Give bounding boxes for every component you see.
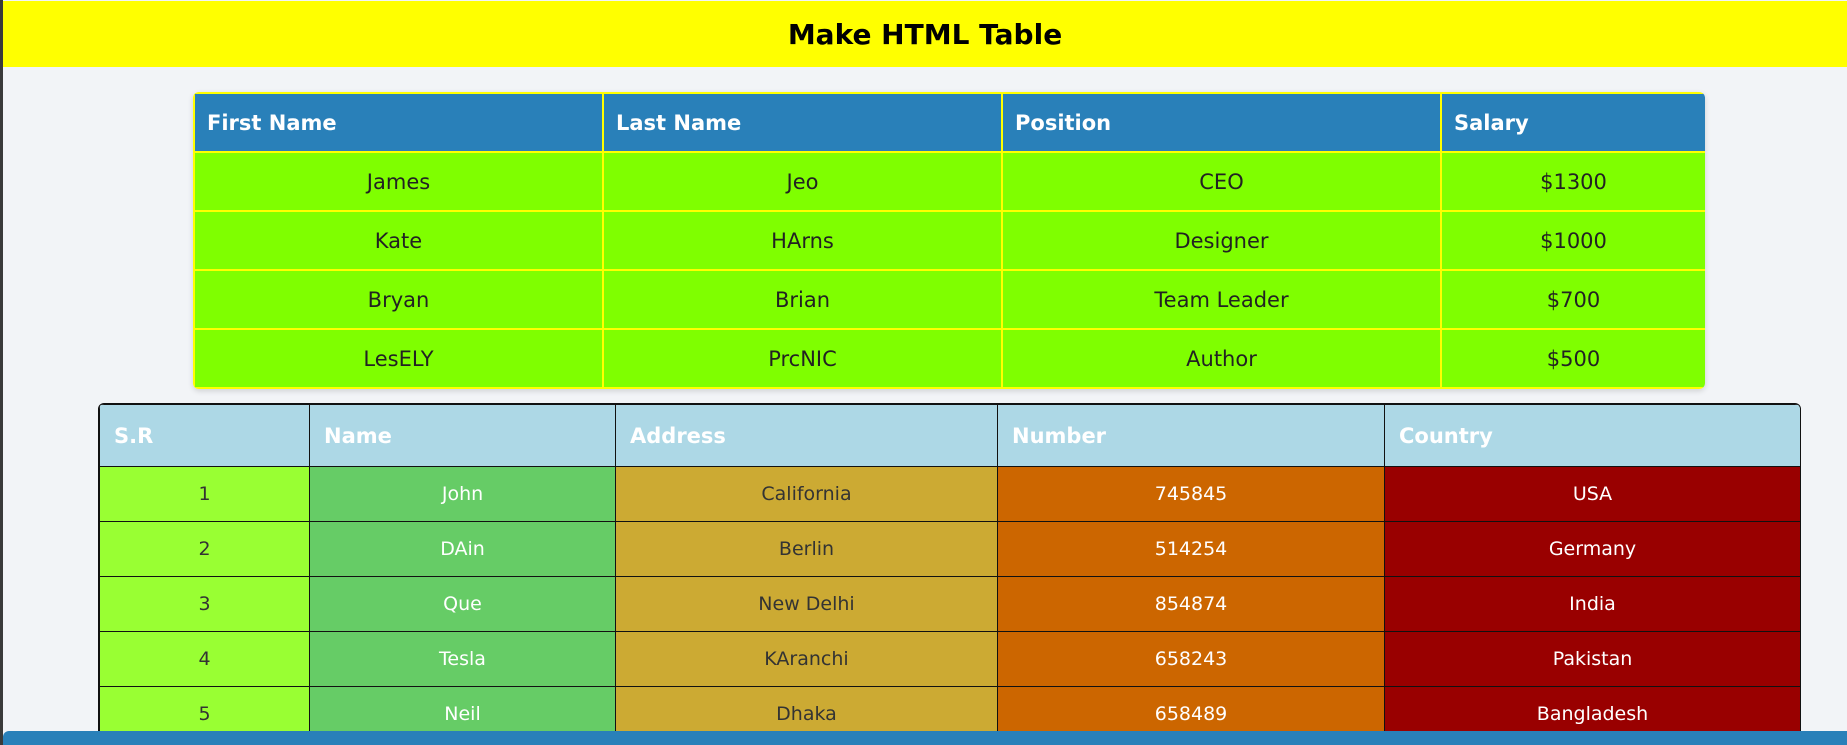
last-name-cell: Jeo [602,151,1003,212]
name-cell: Que [309,576,616,632]
country-cell: USA [1384,466,1800,522]
page-title: Make HTML Table [787,17,1063,51]
address-cell: Berlin [615,521,998,577]
column-header-sr: S.R [99,404,310,467]
employee-table-header-row: First Name Last Name Position Salary [193,92,1705,153]
window-left-edge [0,0,3,745]
first-name-cell: James [193,151,604,212]
sr-cell: 4 [99,631,310,687]
last-name-cell: Brian [602,269,1003,330]
table-row: 3 Que New Delhi 854874 India [99,576,1800,632]
column-header-first-name: First Name [193,92,604,153]
first-name-cell: Bryan [193,269,604,330]
page-footer [3,731,1847,745]
address-cell: California [615,466,998,522]
country-cell: Germany [1384,521,1800,577]
table-row: 1 John California 745845 USA [99,466,1800,522]
page-header: Make HTML Table [3,1,1847,67]
name-cell: John [309,466,616,522]
employee-table: First Name Last Name Position Salary Jam… [193,92,1705,389]
column-header-last-name: Last Name [602,92,1003,153]
column-header-number: Number [997,404,1385,467]
position-cell: Author [1001,328,1442,389]
first-name-cell: LesELY [193,328,604,389]
position-cell: Team Leader [1001,269,1442,330]
column-header-name: Name [309,404,616,467]
address-cell: KAranchi [615,631,998,687]
contact-table: S.R Name Address Number Country 1 John C… [99,404,1800,742]
address-cell: New Delhi [615,576,998,632]
table-row: LesELY PrcNIC Author $500 [193,328,1705,389]
column-header-country: Country [1384,404,1800,467]
country-cell: India [1384,576,1800,632]
number-cell: 854874 [997,576,1385,632]
salary-cell: $1300 [1440,151,1705,212]
contact-table-container: S.R Name Address Number Country 1 John C… [98,403,1801,743]
sr-cell: 3 [99,576,310,632]
position-cell: Designer [1001,210,1442,271]
column-header-salary: Salary [1440,92,1705,153]
table-row: Kate HArns Designer $1000 [193,210,1705,271]
salary-cell: $700 [1440,269,1705,330]
country-cell: Pakistan [1384,631,1800,687]
name-cell: DAin [309,521,616,577]
table-row: 4 Tesla KAranchi 658243 Pakistan [99,631,1800,687]
contact-table-header-row: S.R Name Address Number Country [99,404,1800,467]
table-row: 2 DAin Berlin 514254 Germany [99,521,1800,577]
position-cell: CEO [1001,151,1442,212]
number-cell: 658243 [997,631,1385,687]
employee-table-container: First Name Last Name Position Salary Jam… [193,92,1705,389]
salary-cell: $1000 [1440,210,1705,271]
table-row: Bryan Brian Team Leader $700 [193,269,1705,330]
column-header-position: Position [1001,92,1442,153]
first-name-cell: Kate [193,210,604,271]
number-cell: 514254 [997,521,1385,577]
sr-cell: 2 [99,521,310,577]
table-row: James Jeo CEO $1300 [193,151,1705,212]
last-name-cell: HArns [602,210,1003,271]
sr-cell: 1 [99,466,310,522]
number-cell: 745845 [997,466,1385,522]
last-name-cell: PrcNIC [602,328,1003,389]
salary-cell: $500 [1440,328,1705,389]
column-header-address: Address [615,404,998,467]
name-cell: Tesla [309,631,616,687]
